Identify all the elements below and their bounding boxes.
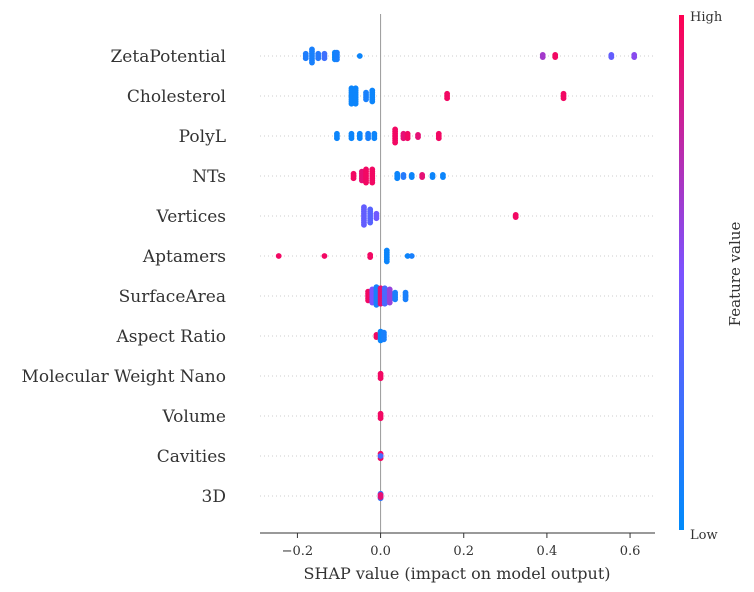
shap-point — [377, 415, 384, 422]
colorbar: High Low Feature value — [679, 10, 744, 543]
feature-label: Aptamers — [142, 247, 226, 267]
shap-point — [363, 96, 369, 103]
shap-point — [392, 139, 399, 146]
shap-point — [309, 59, 315, 66]
shap-point — [402, 296, 409, 303]
shap-point — [367, 254, 374, 260]
feature-label: Volume — [161, 407, 226, 427]
shap-point — [321, 55, 328, 62]
shap-point — [315, 55, 322, 62]
colorbar-title: Feature value — [726, 222, 744, 327]
x-tick-label: −0.2 — [282, 544, 314, 559]
shap-point — [415, 134, 421, 141]
shap-point — [381, 336, 387, 343]
colorbar-low-label: Low — [690, 528, 718, 543]
shap-point — [386, 299, 393, 306]
shap-point — [350, 175, 357, 182]
shap-point — [408, 253, 415, 259]
shap-point — [367, 219, 374, 226]
feature-label: Cavities — [157, 447, 226, 467]
x-axis-title: SHAP value (impact on model output) — [304, 564, 611, 583]
shap-point — [408, 174, 415, 181]
colorbar-high-label: High — [690, 10, 723, 25]
shap-points — [275, 46, 638, 502]
feature-label: Aspect Ratio — [115, 327, 226, 347]
shap-point — [334, 56, 340, 63]
shap-point — [381, 300, 388, 307]
feature-label: ZetaPotential — [110, 47, 226, 67]
x-tick-label: 0.6 — [620, 544, 641, 559]
shap-point — [377, 494, 384, 500]
shap-point — [377, 375, 384, 382]
shap-point — [369, 98, 376, 105]
shap-point — [608, 54, 615, 60]
shap-point — [400, 174, 407, 181]
shap-point — [404, 253, 411, 259]
shap-point — [365, 135, 372, 142]
feature-label: Vertices — [156, 207, 226, 227]
feature-label: Molecular Weight Nano — [21, 367, 226, 387]
shap-point — [444, 95, 451, 102]
shap-point — [321, 253, 328, 259]
shap-point — [369, 179, 376, 186]
shap-point — [631, 54, 638, 60]
shap-point — [419, 174, 426, 181]
shap-point — [361, 221, 367, 228]
shap-point — [440, 174, 446, 181]
shap-point — [552, 54, 559, 60]
shap-point — [275, 253, 282, 259]
shap-point — [302, 55, 309, 62]
shap-point — [429, 174, 436, 181]
shap-point — [392, 296, 399, 303]
shap-point — [371, 135, 378, 142]
shap-point — [404, 135, 411, 142]
feature-label: SurfaceArea — [119, 287, 226, 307]
shap-point — [383, 258, 390, 265]
shap-point — [334, 135, 340, 142]
shap-point — [394, 175, 401, 182]
row-gridlines — [260, 55, 655, 497]
shap-point — [356, 53, 363, 59]
x-axis: −0.2 0.0 0.2 0.4 0.6 — [260, 532, 655, 559]
shap-point — [539, 54, 546, 60]
shap-point — [435, 135, 442, 142]
x-tick-label: 0.0 — [370, 544, 391, 559]
shap-point — [373, 215, 380, 222]
feature-label: PolyL — [179, 127, 226, 147]
shap-point — [363, 179, 369, 186]
feature-label: Cholesterol — [127, 87, 226, 107]
shap-point — [560, 95, 567, 102]
shap-point — [512, 214, 519, 221]
shap-point — [377, 453, 384, 459]
colorbar-gradient — [679, 15, 684, 530]
x-tick-label: 0.2 — [453, 544, 474, 559]
x-tick-label: 0.4 — [537, 544, 558, 559]
feature-labels: ZetaPotential Cholesterol PolyL NTs Vertices… — [21, 47, 226, 507]
feature-label: 3D — [202, 487, 226, 507]
shap-point — [348, 135, 355, 142]
shap-point — [356, 135, 363, 142]
shap-point — [352, 100, 359, 107]
feature-label: NTs — [192, 167, 226, 187]
